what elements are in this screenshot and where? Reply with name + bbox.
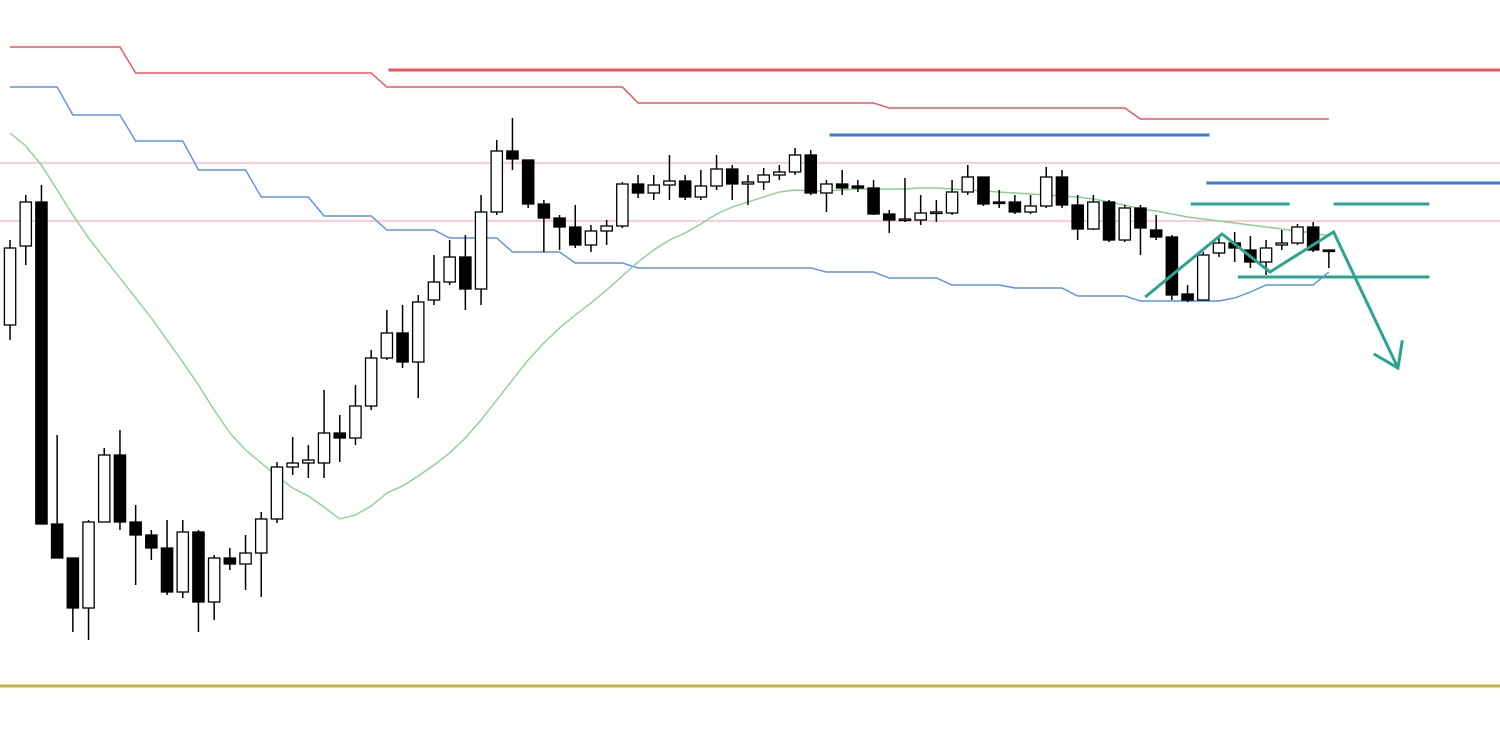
indicator-line	[10, 86, 1330, 302]
candle-body	[35, 201, 48, 525]
candle-body	[1071, 204, 1084, 230]
candle-body	[1165, 236, 1179, 296]
candle-body	[945, 191, 959, 214]
candle-body	[694, 185, 708, 198]
candle-body	[474, 211, 488, 290]
candle-body	[380, 332, 394, 359]
candle-body	[1134, 207, 1147, 229]
candle-body	[851, 185, 865, 189]
candle-body	[145, 534, 158, 549]
candle-body	[192, 531, 205, 603]
candle-body	[521, 159, 535, 205]
candle-body	[1181, 293, 1194, 301]
candle-body	[1291, 226, 1304, 244]
arrow-head	[1373, 340, 1404, 371]
candle-body	[1322, 249, 1336, 253]
candle-body	[66, 557, 80, 609]
candle-body	[710, 168, 723, 187]
candle-body	[1118, 207, 1132, 241]
candle-body	[207, 557, 221, 603]
candle-body	[788, 154, 802, 173]
candle-body	[506, 150, 519, 160]
candle-body	[820, 183, 833, 194]
candle-body	[3, 247, 17, 326]
indicator-line	[10, 46, 1329, 120]
candle-body	[1259, 247, 1273, 263]
candle-body	[411, 301, 425, 363]
candle-body	[600, 225, 613, 232]
candle-body	[992, 201, 1006, 205]
candle-body	[333, 432, 347, 439]
candle-body	[568, 226, 582, 246]
candle-body	[286, 462, 299, 468]
candle-body	[804, 154, 818, 194]
candle-body	[663, 180, 676, 186]
candle-body	[1055, 176, 1069, 206]
candle-body	[1039, 176, 1053, 207]
candle-body	[678, 180, 692, 198]
candle-body	[1102, 201, 1116, 241]
candle-body	[977, 176, 990, 205]
candle-body	[773, 171, 786, 176]
candle-body	[302, 459, 315, 464]
candle-body	[1087, 201, 1100, 230]
candle-body	[537, 203, 551, 219]
candle-body	[82, 521, 95, 609]
candle-body	[176, 531, 190, 593]
candle-body	[898, 218, 912, 222]
candle-body	[239, 552, 252, 565]
candle-body	[647, 184, 661, 194]
candle-body	[1008, 201, 1022, 213]
candle-body	[19, 201, 33, 247]
candle-body	[757, 174, 770, 183]
candle-body	[317, 432, 331, 464]
candle-body	[349, 405, 362, 439]
candle-body	[1212, 242, 1226, 254]
candle-body	[459, 256, 472, 290]
candle-body	[961, 176, 975, 193]
candle-body	[270, 466, 284, 520]
candle-body	[914, 212, 927, 221]
candle-body	[553, 217, 566, 228]
candle-body	[254, 518, 268, 554]
candle-body	[113, 454, 127, 523]
candle-body	[97, 454, 111, 523]
pattern-annotation	[1144, 229, 1400, 369]
candle-body	[835, 183, 849, 189]
candle-body	[427, 281, 441, 301]
candle-body	[1149, 229, 1163, 238]
candle-body	[50, 523, 64, 559]
candle-body	[1306, 226, 1320, 251]
candle-body	[364, 357, 378, 407]
candle-body	[584, 230, 598, 246]
candle-body	[741, 181, 755, 185]
candle-body	[160, 547, 174, 593]
candle-body	[631, 183, 645, 194]
candle-body	[1024, 205, 1037, 213]
candle-body	[443, 256, 456, 283]
candle-body	[129, 521, 142, 536]
candle-body	[616, 183, 629, 227]
candle-body	[490, 150, 504, 213]
candle-body	[1275, 242, 1289, 246]
candle-body	[223, 557, 237, 565]
candle-body	[725, 168, 739, 185]
candle-body	[867, 187, 880, 215]
candle-body	[882, 213, 896, 221]
candle-body	[396, 332, 409, 363]
candle-body	[1196, 254, 1210, 301]
candle-body	[930, 211, 943, 215]
